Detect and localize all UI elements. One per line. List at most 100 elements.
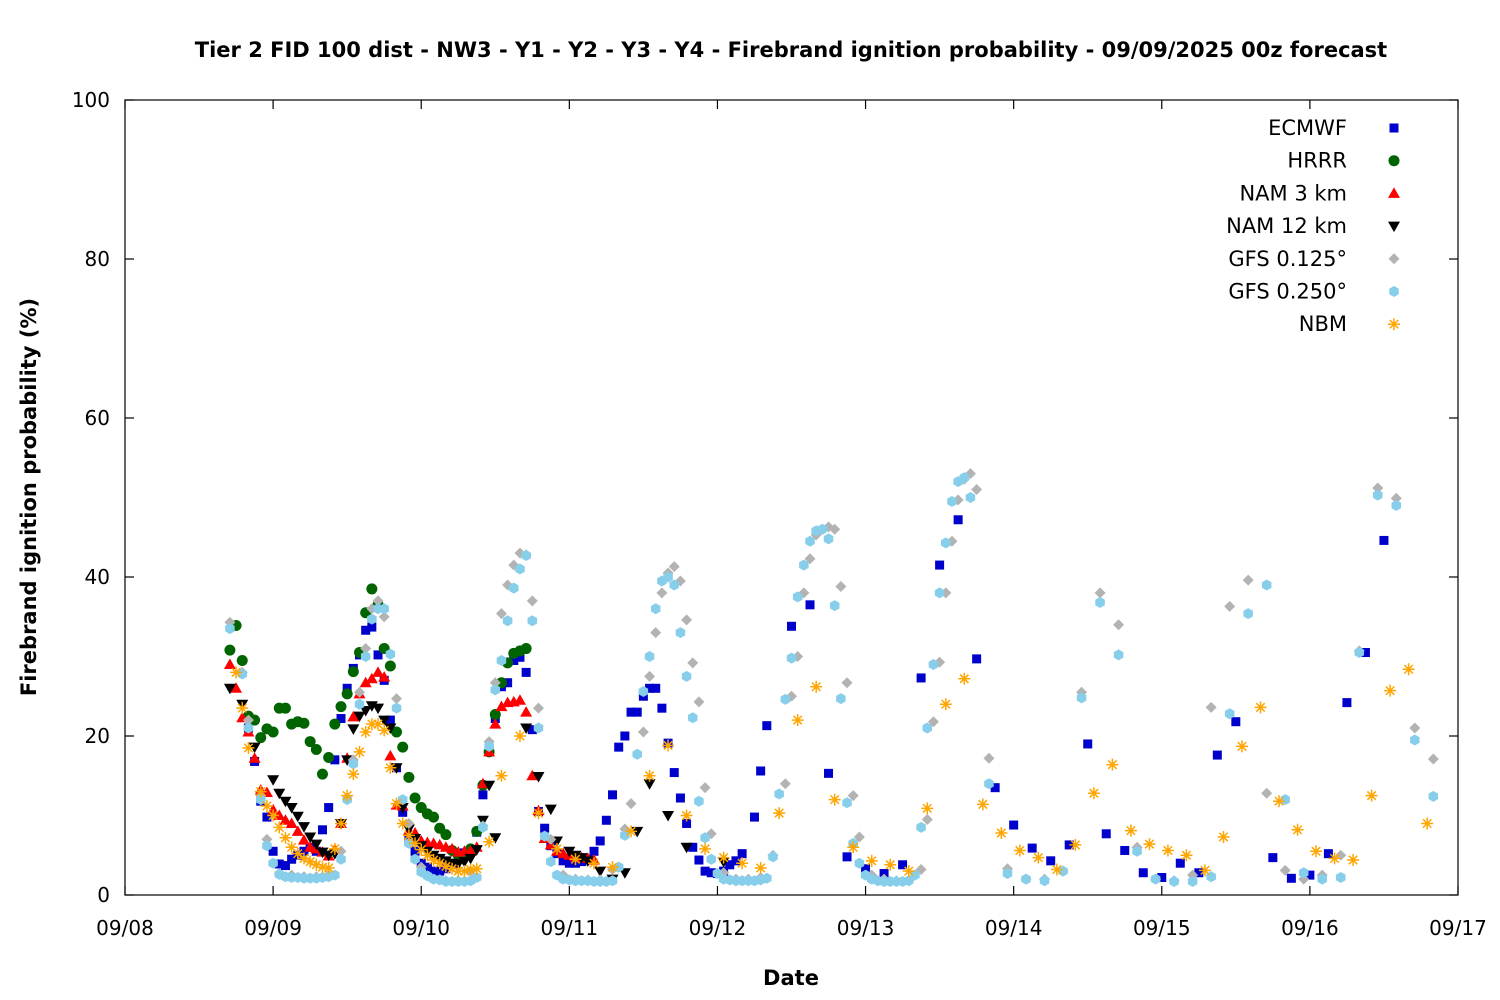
data-point-ecmwf bbox=[373, 650, 383, 660]
data-point-ecmwf bbox=[336, 714, 346, 724]
data-point-gfs-0-250 bbox=[391, 702, 402, 714]
data-point-nam-3-km bbox=[520, 706, 533, 717]
data-point-gfs-0-250 bbox=[502, 615, 513, 627]
data-point-gfs-0-250 bbox=[1428, 790, 1439, 802]
data-point-nam-12-km bbox=[285, 803, 298, 814]
data-point-gfs-0-125 bbox=[1390, 492, 1402, 504]
data-point-ecmwf bbox=[737, 849, 747, 859]
data-point-ecmwf bbox=[595, 836, 605, 846]
data-point-gfs-0-125 bbox=[693, 696, 705, 708]
data-point-nbm bbox=[254, 785, 267, 798]
data-point-ecmwf bbox=[1286, 873, 1296, 883]
x-tick-label: 09/11 bbox=[541, 916, 599, 940]
data-point-gfs-0-250 bbox=[768, 851, 778, 863]
data-point-ecmwf bbox=[330, 755, 340, 765]
data-point-nbm bbox=[458, 865, 471, 878]
data-point-gfs-0-250 bbox=[472, 872, 482, 884]
data-point-gfs-0-250 bbox=[984, 778, 994, 790]
data-point-gfs-0-250 bbox=[922, 722, 933, 734]
data-point-ecmwf bbox=[879, 869, 889, 879]
legend-label-nam-12-km: NAM 12 km bbox=[1226, 214, 1347, 238]
data-point-gfs-0-250 bbox=[934, 587, 945, 599]
data-point-nam-12-km bbox=[223, 683, 236, 695]
data-point-ecmwf bbox=[824, 768, 834, 778]
data-point-nbm bbox=[1180, 849, 1193, 862]
data-point-gfs-0-250 bbox=[644, 651, 655, 662]
data-point-nam-3-km bbox=[291, 825, 304, 836]
data-point-gfs-0-125 bbox=[1205, 701, 1217, 713]
data-point-nam-3-km bbox=[230, 682, 243, 693]
data-point-nam-3-km bbox=[378, 671, 391, 682]
data-point-ecmwf bbox=[385, 715, 395, 725]
data-point-gfs-0-250 bbox=[225, 623, 235, 635]
data-point-nbm bbox=[1328, 852, 1341, 865]
data-point-nbm bbox=[446, 862, 459, 875]
data-point-nam-12-km bbox=[353, 711, 366, 723]
data-point-nam-12-km bbox=[347, 724, 360, 735]
data-point-nam-3-km bbox=[372, 666, 385, 677]
data-point-ecmwf bbox=[1231, 717, 1241, 727]
data-point-gfs-0-250 bbox=[706, 853, 717, 865]
data-point-ecmwf bbox=[1138, 868, 1148, 878]
data-point-gfs-0-250 bbox=[842, 797, 852, 809]
data-point-ecmwf bbox=[632, 707, 642, 717]
data-point-gfs-0-125 bbox=[804, 553, 816, 565]
data-point-gfs-0-125 bbox=[391, 693, 403, 705]
data-point-nbm bbox=[273, 821, 286, 834]
legend-label-nam-3-km: NAM 3 km bbox=[1239, 181, 1347, 205]
data-point-gfs-0-125 bbox=[921, 813, 933, 825]
data-point-nbm bbox=[242, 741, 255, 754]
data-point-nam-3-km bbox=[223, 658, 236, 669]
y-tick-label: 100 bbox=[72, 88, 110, 112]
data-point-ecmwf bbox=[1175, 858, 1185, 868]
data-point-nbm bbox=[532, 807, 545, 820]
data-point-gfs-0-250 bbox=[762, 872, 772, 884]
data-point-ecmwf bbox=[787, 621, 796, 631]
data-point-nbm bbox=[958, 672, 971, 685]
data-point-gfs-0-125 bbox=[971, 484, 983, 496]
data-point-gfs-0-250 bbox=[360, 651, 371, 662]
data-point-ecmwf bbox=[700, 866, 710, 876]
x-axis-label: Date bbox=[763, 966, 819, 990]
data-point-nbm bbox=[236, 702, 249, 715]
data-point-ecmwf bbox=[509, 655, 519, 665]
data-point-ecmwf bbox=[1027, 843, 1037, 853]
data-point-ecmwf bbox=[1360, 648, 1370, 658]
data-point-hrrr bbox=[323, 751, 335, 763]
data-point-gfs-0-125 bbox=[1242, 574, 1254, 586]
data-point-nbm bbox=[884, 858, 897, 871]
data-point-nam-3-km bbox=[273, 809, 286, 820]
data-point-ecmwf bbox=[1342, 698, 1352, 708]
data-point-gfs-0-125 bbox=[637, 726, 649, 738]
data-point-ecmwf bbox=[435, 866, 445, 876]
data-point-hrrr bbox=[366, 583, 378, 595]
data-point-gfs-0-250 bbox=[1169, 875, 1179, 887]
data-point-ecmwf bbox=[657, 703, 667, 713]
data-point-nbm bbox=[415, 843, 428, 856]
data-point-nam-3-km bbox=[384, 749, 397, 761]
data-point-ecmwf bbox=[1305, 870, 1315, 880]
data-point-nbm bbox=[316, 861, 329, 874]
legend-label-gfs-0-250: GFS 0.250° bbox=[1228, 280, 1347, 304]
data-point-nbm bbox=[865, 854, 878, 867]
data-point-gfs-0-125 bbox=[526, 595, 538, 607]
data-point-gfs-0-250 bbox=[965, 492, 976, 503]
data-point-gfs-0-250 bbox=[410, 853, 420, 865]
data-point-hrrr bbox=[316, 768, 328, 780]
data-point-nbm bbox=[606, 861, 619, 874]
data-point-nbm bbox=[285, 841, 298, 854]
legend-label-nbm: NBM bbox=[1299, 312, 1347, 336]
data-point-nbm bbox=[347, 768, 360, 781]
data-point-hrrr bbox=[440, 829, 452, 841]
data-point-gfs-0-125 bbox=[656, 587, 668, 599]
data-point-nbm bbox=[1347, 854, 1360, 867]
data-point-gfs-0-250 bbox=[675, 627, 686, 639]
data-point-gfs-0-250 bbox=[521, 550, 531, 562]
legend-marker-nam-12-km bbox=[1388, 221, 1400, 233]
data-point-gfs-0-250 bbox=[527, 615, 538, 627]
data-point-nbm bbox=[902, 865, 915, 878]
y-tick-label: 0 bbox=[97, 883, 110, 907]
data-point-hrrr bbox=[236, 654, 248, 666]
data-point-nam-12-km bbox=[618, 868, 631, 879]
series-hrrr bbox=[224, 583, 532, 861]
